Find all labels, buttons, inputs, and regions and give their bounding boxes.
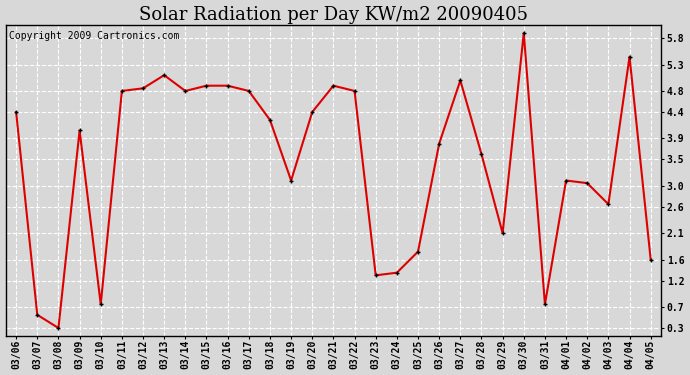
Text: Copyright 2009 Cartronics.com: Copyright 2009 Cartronics.com (9, 32, 179, 41)
Title: Solar Radiation per Day KW/m2 20090405: Solar Radiation per Day KW/m2 20090405 (139, 6, 528, 24)
